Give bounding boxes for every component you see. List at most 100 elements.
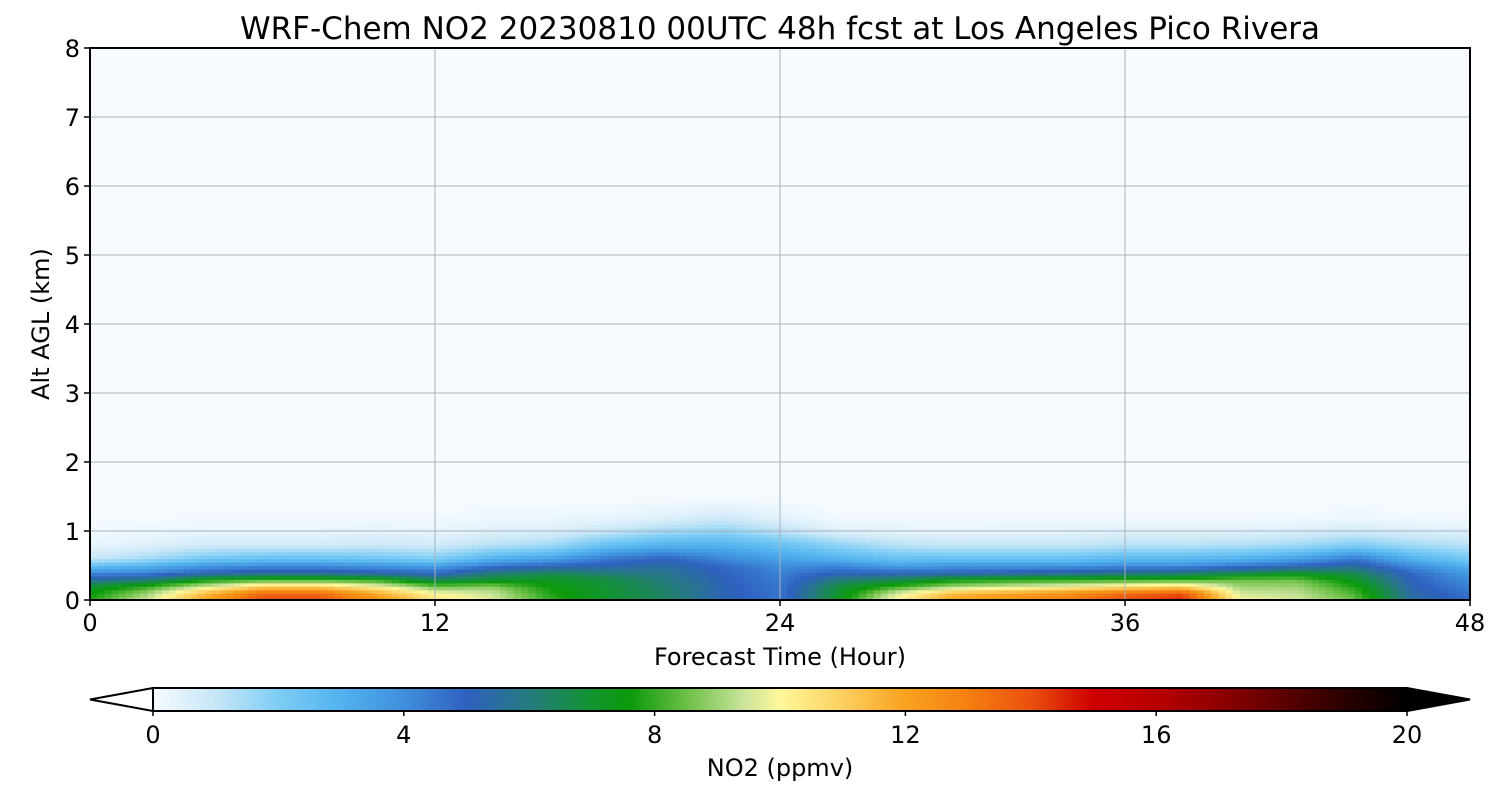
heatmap-cell (334, 513, 343, 518)
heatmap-cell (787, 593, 795, 598)
heatmap-cell (363, 572, 371, 577)
heatmap-cell (427, 551, 436, 556)
heatmap-cell (866, 582, 875, 587)
heatmap-cell (284, 582, 292, 587)
heatmap-cell (183, 513, 192, 518)
heatmap-cell (1038, 586, 1047, 591)
heatmap-cell (751, 537, 760, 542)
heatmap-cell (801, 548, 810, 553)
heatmap-cell (255, 565, 264, 570)
heatmap-cell (621, 527, 630, 532)
heatmap-cell (873, 575, 882, 580)
heatmap-cell (679, 589, 688, 594)
heatmap-cell (1067, 544, 1076, 549)
heatmap-cell (916, 593, 925, 598)
heatmap-cell (1340, 558, 1349, 563)
heatmap-cell (995, 593, 1004, 598)
heatmap-cell (1125, 520, 1133, 525)
heatmap-cell (355, 555, 364, 560)
heatmap-cell (233, 551, 242, 556)
heatmap-cell (197, 527, 206, 532)
heatmap-cell (413, 586, 422, 591)
heatmap-cell (542, 513, 551, 518)
heatmap-cell (1045, 541, 1054, 546)
heatmap-cell (636, 555, 645, 560)
heatmap-cell (406, 527, 415, 532)
heatmap-cell (923, 524, 932, 529)
heatmap-cell (1362, 558, 1370, 563)
heatmap-cell (794, 510, 803, 515)
heatmap-cell (744, 534, 752, 539)
heatmap-cell (1383, 572, 1392, 577)
heatmap-cell (90, 582, 98, 587)
heatmap-cell (1268, 586, 1277, 591)
heatmap-cell (1139, 565, 1148, 570)
heatmap-cell (1441, 575, 1450, 580)
heatmap-cell (614, 544, 623, 549)
heatmap-cell (521, 537, 530, 542)
heatmap-cell (1002, 548, 1011, 553)
heatmap-cell (1045, 575, 1054, 580)
heatmap-cell (715, 589, 724, 594)
heatmap-cell (1175, 548, 1184, 553)
heatmap-cell (1240, 551, 1248, 556)
heatmap-cell (988, 586, 997, 591)
heatmap-cell (902, 593, 910, 598)
heatmap-cell (722, 558, 731, 563)
heatmap-cell (1139, 534, 1148, 539)
heatmap-cell (528, 517, 537, 522)
heatmap-cell (1053, 513, 1061, 518)
heatmap-cell (219, 548, 228, 553)
heatmap-cell (966, 517, 975, 522)
heatmap-cell (492, 579, 501, 584)
heatmap-cell (1340, 513, 1349, 518)
heatmap-cell (284, 579, 292, 584)
heatmap-cell (1462, 527, 1470, 532)
heatmap-cell (1204, 534, 1212, 539)
heatmap-cell (729, 513, 738, 518)
heatmap-cell (1189, 555, 1198, 560)
heatmap-cell (1110, 513, 1119, 518)
heatmap-cell (600, 575, 609, 580)
heatmap-cell (528, 558, 537, 563)
heatmap-cell (463, 548, 472, 553)
heatmap-cell (212, 520, 220, 525)
heatmap-cell (1290, 562, 1299, 567)
heatmap-cell (657, 586, 666, 591)
heatmap-cell (456, 531, 465, 536)
heatmap-cell (1067, 568, 1076, 573)
heatmap-cell (111, 513, 120, 518)
heatmap-cell (1290, 582, 1299, 587)
heatmap-cell (744, 541, 752, 546)
heatmap-cell (176, 586, 185, 591)
heatmap-cell (938, 534, 946, 539)
heatmap-cell (1319, 534, 1327, 539)
heatmap-cell (1275, 520, 1284, 525)
heatmap-cell (1369, 555, 1378, 560)
heatmap-cell (334, 537, 343, 542)
heatmap-cell (585, 544, 594, 549)
heatmap-cell (801, 517, 810, 522)
heatmap-cell (1268, 579, 1277, 584)
heatmap-cell (801, 531, 810, 536)
heatmap-cell (111, 589, 120, 594)
heatmap-cell (815, 537, 824, 542)
heatmap-cell (406, 524, 415, 529)
heatmap-cell (1175, 544, 1184, 549)
heatmap-cell (219, 524, 228, 529)
heatmap-cell (772, 558, 781, 563)
heatmap-cell (866, 524, 875, 529)
heatmap-cell (406, 558, 415, 563)
heatmap-cell (1110, 537, 1119, 542)
heatmap-cell (262, 544, 271, 549)
heatmap-cell (470, 520, 479, 525)
heatmap-cell (1017, 534, 1025, 539)
heatmap-cell (506, 586, 515, 591)
heatmap-cell (938, 544, 946, 549)
heatmap-cell (772, 534, 781, 539)
heatmap-cell (1455, 548, 1464, 553)
heatmap-cell (700, 517, 709, 522)
heatmap-cell (485, 568, 494, 573)
heatmap-cell (593, 548, 601, 553)
heatmap-cell (1189, 582, 1198, 587)
